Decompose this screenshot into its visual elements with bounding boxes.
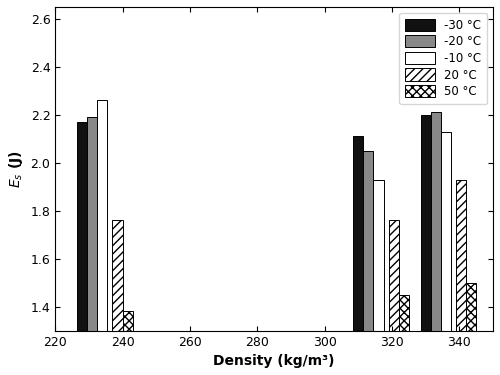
Bar xyxy=(354,136,364,375)
Bar xyxy=(112,220,122,375)
Bar xyxy=(98,100,108,375)
Bar xyxy=(77,122,87,375)
X-axis label: Density (kg/m³): Density (kg/m³) xyxy=(214,354,335,368)
Bar xyxy=(364,151,374,375)
Bar xyxy=(420,115,431,375)
Bar xyxy=(466,283,476,375)
Bar xyxy=(431,112,441,375)
Bar xyxy=(374,180,384,375)
Bar xyxy=(441,132,451,375)
Y-axis label: $E_{s}$ (J): $E_{s}$ (J) xyxy=(7,150,25,188)
Bar xyxy=(122,312,132,375)
Bar xyxy=(388,220,399,375)
Bar xyxy=(87,117,98,375)
Bar xyxy=(456,180,466,375)
Legend: -30 °C, -20 °C, -10 °C, 20 °C, 50 °C: -30 °C, -20 °C, -10 °C, 20 °C, 50 °C xyxy=(400,13,487,104)
Bar xyxy=(399,295,409,375)
